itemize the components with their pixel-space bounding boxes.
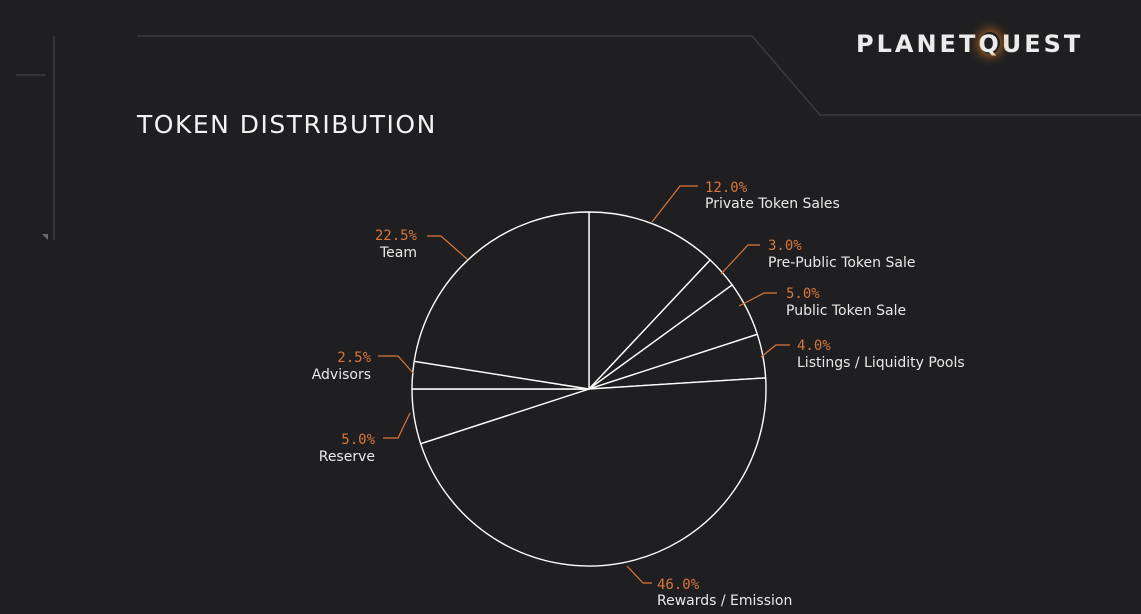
category-label-pre-public-token-sale: Pre-Public Token Sale [768, 255, 915, 271]
leader-line-reserve [383, 412, 411, 439]
leader-line-listings-liquidity-pools [760, 344, 790, 358]
category-label-private-token-sales: Private Token Sales [705, 196, 840, 212]
top-frame-line [137, 35, 1141, 116]
pie-slice-rewards-emission [419, 377, 767, 567]
category-label-public-token-sale: Public Token Sale [786, 303, 906, 319]
percent-label-pre-public-token-sale: 3.0% [768, 238, 802, 254]
percent-label-rewards-emission: 46.0% [657, 577, 700, 593]
leader-line-advisors [378, 355, 415, 375]
leader-line-pre-public-token-sale [720, 244, 760, 275]
leader-line-rewards-emission [626, 565, 652, 584]
page-title: TOKEN DISTRIBUTION [137, 110, 437, 139]
category-label-reserve: Reserve [319, 449, 375, 465]
percent-label-advisors: 2.5% [337, 350, 371, 366]
category-label-team: Team [379, 245, 417, 261]
category-label-listings-liquidity-pools: Listings / Liquidity Pools [797, 355, 965, 371]
leader-line-private-token-sales [651, 185, 698, 223]
leader-line-public-token-sale [738, 292, 777, 307]
percent-label-reserve: 5.0% [341, 432, 375, 448]
leader-line-team [427, 235, 468, 260]
percent-label-public-token-sale: 5.0% [786, 286, 820, 302]
corner-marker [42, 234, 48, 240]
percent-label-private-token-sales: 12.0% [705, 180, 748, 196]
pie-labels: 12.0%Private Token Sales 3.0%Pre-Public T… [312, 180, 965, 609]
category-label-rewards-emission: Rewards / Emission [657, 593, 792, 609]
percent-label-team: 22.5% [375, 228, 418, 244]
decorative-frame [16, 35, 1141, 240]
percent-label-listings-liquidity-pools: 4.0% [797, 338, 831, 354]
pie-slice-team [413, 211, 590, 390]
pie-slices [411, 211, 767, 567]
pie-slice-private-token-sales [588, 211, 711, 390]
category-label-advisors: Advisors [312, 367, 371, 383]
planetquest-logo: PLANETQUEST [856, 30, 1084, 58]
